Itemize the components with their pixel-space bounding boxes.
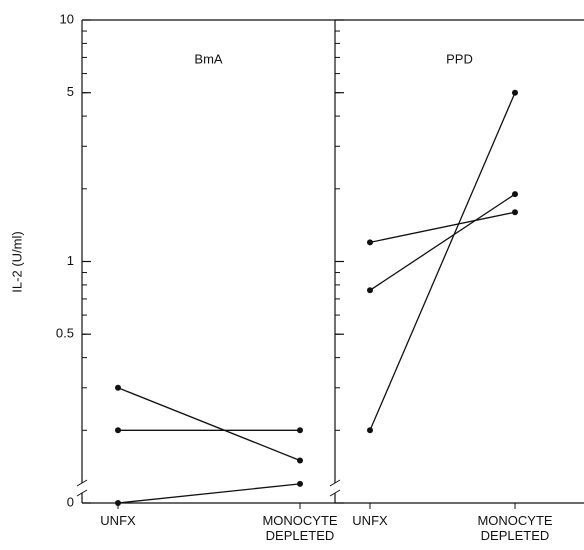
- data-point: [297, 427, 303, 434]
- data-point: [512, 89, 518, 96]
- data-point: [115, 427, 121, 434]
- panel-title: PPD: [446, 51, 473, 66]
- panel-title: BmA: [194, 51, 223, 66]
- subject-line: [117, 483, 301, 504]
- subject-line: [369, 211, 516, 244]
- y-tick-label: 0.5: [56, 326, 74, 341]
- axis-break: [329, 479, 341, 497]
- axis-break: [76, 479, 88, 497]
- x-tick-label: UNFX: [352, 513, 388, 528]
- data-point: [367, 239, 373, 246]
- subject-line: [117, 387, 301, 462]
- subject-line: [369, 193, 516, 291]
- data-point: [367, 427, 373, 434]
- subject-line: [369, 92, 516, 431]
- x-tick-label: MONOCYTE DEPLETED: [477, 513, 553, 543]
- y-tick-label: 10: [60, 11, 74, 26]
- data-point: [367, 287, 373, 294]
- data-point: [297, 457, 303, 464]
- data-point: [115, 500, 121, 506]
- x-tick-label: UNFX: [100, 513, 136, 528]
- data-point: [115, 384, 121, 391]
- data-point: [512, 191, 518, 198]
- x-tick-label: MONOCYTE DEPLETED: [262, 513, 338, 543]
- y-tick-label: 1: [67, 253, 74, 268]
- y-tick-label: 0: [67, 494, 74, 509]
- y-tick-label: 5: [67, 84, 74, 99]
- data-point: [297, 480, 303, 487]
- data-point: [512, 209, 518, 216]
- y-axis-label: IL-2 (U/ml): [9, 231, 24, 292]
